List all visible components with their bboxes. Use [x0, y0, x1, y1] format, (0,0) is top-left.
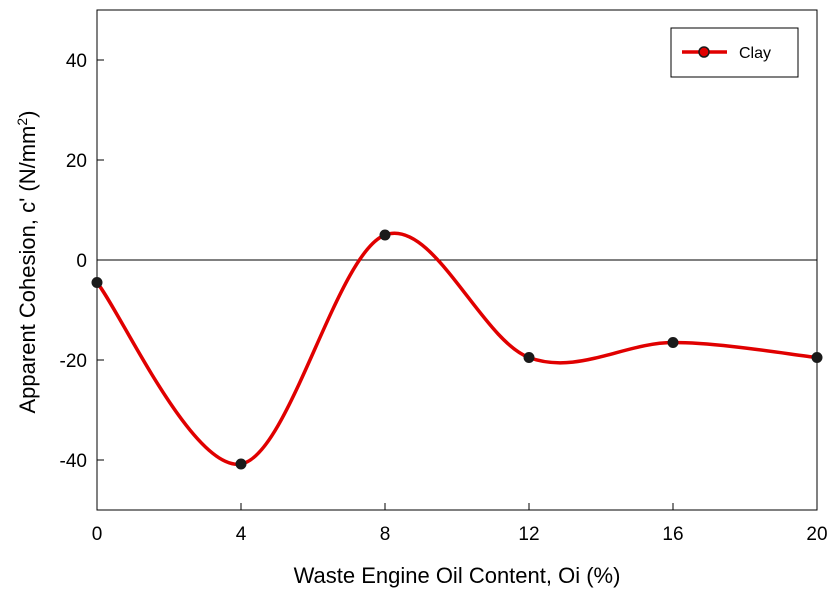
data-point-marker — [523, 352, 535, 363]
legend-label-clay: Clay — [739, 45, 771, 62]
y-axis-title: Apparent Cohesion, c' (N/mm2) — [14, 111, 40, 414]
y-axis-ticks: -40 -20 0 20 40 — [60, 51, 104, 472]
data-point-marker — [235, 458, 247, 470]
y-tick-label: 20 — [66, 151, 87, 172]
y-tick-label: 40 — [66, 51, 87, 72]
y-tick-label: -20 — [60, 351, 87, 372]
y-tick-label: 0 — [76, 251, 87, 272]
x-tick-label: 12 — [518, 524, 539, 545]
x-tick-label: 4 — [236, 524, 247, 545]
y-axis-title-end: ) — [15, 111, 40, 118]
y-axis-title-main: Apparent Cohesion, c' (N/mm — [15, 126, 40, 414]
x-axis-ticks: 0 4 8 12 16 20 — [92, 503, 828, 545]
x-axis-title: Waste Engine Oil Content, Oi (%) — [294, 563, 621, 588]
y-tick-label: -40 — [60, 451, 87, 472]
data-point-marker — [667, 337, 679, 348]
legend-marker-swatch — [698, 46, 710, 58]
legend: Clay — [670, 27, 799, 78]
series-line-clay — [95, 231, 819, 466]
x-tick-label: 20 — [806, 524, 827, 545]
data-point-marker — [379, 229, 391, 241]
series-markers — [91, 229, 823, 470]
y-axis-title-superscript: 2 — [14, 118, 30, 126]
x-tick-label: 16 — [662, 524, 683, 545]
data-point-marker — [811, 352, 823, 363]
x-tick-label: 8 — [380, 524, 391, 545]
x-tick-label: 0 — [92, 524, 103, 545]
data-point-marker — [91, 277, 103, 288]
